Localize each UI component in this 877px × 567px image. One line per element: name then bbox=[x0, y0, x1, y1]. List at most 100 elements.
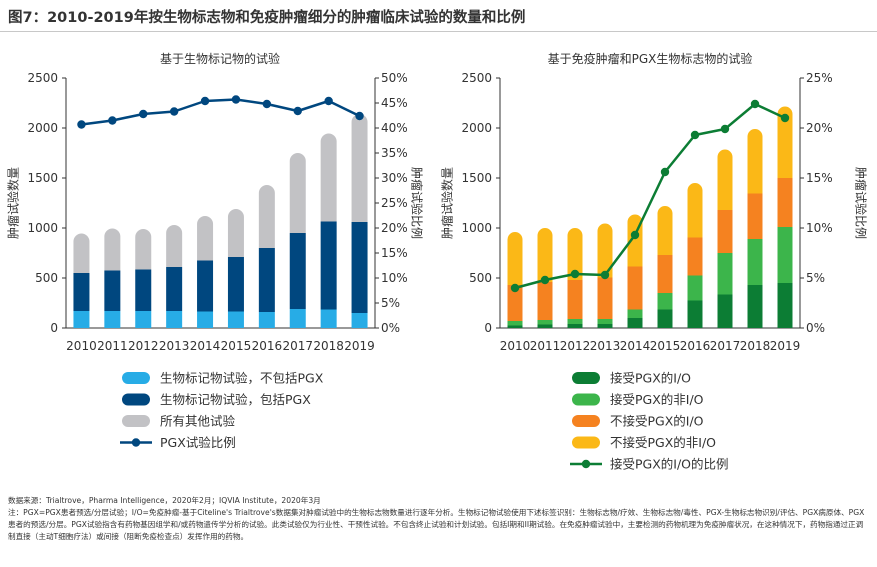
left-bar-segment bbox=[258, 248, 275, 312]
left-y2-tick-label: 20% bbox=[381, 221, 408, 235]
left-y-tick-label: 0 bbox=[50, 321, 58, 335]
right-legend-label: 不接受PGX的I/O bbox=[610, 414, 704, 429]
left-y2-tick-label: 50% bbox=[381, 71, 408, 85]
source-note: 数据来源：Trialtrove，Pharma Intelligence，2020… bbox=[8, 496, 321, 505]
left-legend-label: PGX试验比例 bbox=[160, 435, 236, 450]
left-x-tick-label: 2014 bbox=[190, 339, 221, 353]
right-legend-label: 接受PGX的I/O的比例 bbox=[610, 457, 729, 472]
left-ratio-point bbox=[231, 95, 241, 104]
right-y-tick-label: 2500 bbox=[461, 71, 492, 85]
right-legend-swatch bbox=[572, 372, 600, 384]
right-ratio-point bbox=[780, 113, 790, 123]
left-legend-label: 生物标记物试验，包括PGX bbox=[160, 392, 311, 407]
right-y2-tick-label: 10% bbox=[806, 221, 833, 235]
right-y-tick-label: 1000 bbox=[461, 221, 492, 235]
left-bar-segment bbox=[227, 209, 244, 257]
right-ratio-point bbox=[570, 269, 580, 279]
left-bar-segment bbox=[289, 153, 306, 233]
left-bar-segment bbox=[73, 273, 90, 311]
left-y-tick-label: 2000 bbox=[27, 121, 58, 135]
right-legend-label: 不接受PGX的非I/O bbox=[610, 435, 716, 450]
right-y2-axis-title: 肿瘤试验比例 bbox=[854, 167, 869, 239]
left-legend-swatch bbox=[122, 393, 150, 406]
left-y-axis-title: 肿瘤试验数量 bbox=[6, 167, 21, 239]
left-legend-swatch bbox=[122, 415, 150, 427]
title-divider bbox=[0, 31, 877, 32]
left-y2-tick-label: 10% bbox=[381, 271, 408, 285]
left-bar-segment bbox=[227, 311, 244, 328]
left-x-tick-label: 2011 bbox=[97, 339, 128, 353]
right-bar-segment bbox=[537, 282, 553, 320]
left-bar-segment bbox=[73, 233, 90, 273]
left-bar-segment bbox=[289, 233, 306, 309]
right-y2-tick-label: 25% bbox=[806, 71, 833, 85]
right-x-tick-label: 2012 bbox=[560, 339, 591, 353]
right-x-tick-label: 2015 bbox=[650, 339, 681, 353]
right-bar-segment bbox=[597, 324, 613, 328]
left-x-tick-label: 2012 bbox=[128, 339, 159, 353]
left-y-tick-label: 1500 bbox=[27, 171, 58, 185]
left-bar-segment bbox=[320, 309, 337, 328]
left-bar-segment bbox=[351, 222, 368, 313]
right-bar-segment bbox=[717, 253, 733, 295]
left-bar-segment bbox=[320, 133, 337, 222]
right-bar-segment bbox=[507, 325, 523, 328]
left-y2-tick-label: 0% bbox=[381, 321, 400, 335]
right-ratio-point bbox=[660, 167, 670, 177]
left-bar-segment bbox=[135, 269, 152, 311]
right-legend-swatch bbox=[572, 393, 600, 406]
right-bar-segment bbox=[627, 266, 643, 310]
right-x-tick-label: 2014 bbox=[620, 339, 651, 353]
left-bar-segment bbox=[166, 311, 183, 328]
left-bar-segment bbox=[258, 312, 275, 328]
right-bar-segment bbox=[777, 283, 793, 328]
right-bar-segment bbox=[777, 106, 793, 178]
right-ratio-line bbox=[514, 102, 786, 290]
right-bar-segment bbox=[507, 321, 523, 326]
right-ratio-point bbox=[600, 270, 610, 280]
right-y-axis-title: 肿瘤试验数量 bbox=[440, 167, 455, 239]
left-x-tick-label: 2017 bbox=[282, 339, 313, 353]
right-y2-tick-label: 0% bbox=[806, 321, 825, 335]
left-x-tick-label: 2018 bbox=[313, 339, 344, 353]
left-y2-tick-label: 30% bbox=[381, 171, 408, 185]
right-x-tick-label: 2018 bbox=[740, 339, 771, 353]
left-ratio-point bbox=[262, 99, 272, 109]
right-ratio-point bbox=[750, 99, 760, 109]
left-bar-segment bbox=[289, 309, 306, 328]
right-bar-segment bbox=[597, 223, 613, 278]
right-ratio-point bbox=[540, 275, 550, 285]
left-y2-tick-label: 35% bbox=[381, 146, 408, 160]
right-legend-label: 接受PGX的非I/O bbox=[610, 392, 704, 407]
right-y-tick-label: 1500 bbox=[461, 171, 492, 185]
right-bar-segment bbox=[507, 232, 523, 285]
right-legend-label: 接受PGX的I/O bbox=[610, 371, 691, 386]
left-ratio-point bbox=[324, 96, 333, 106]
right-y-tick-label: 0 bbox=[484, 321, 492, 335]
left-bar-segment bbox=[104, 311, 121, 328]
left-ratio-point bbox=[169, 107, 179, 116]
left-y-tick-label: 1000 bbox=[27, 221, 58, 235]
right-bar-segment bbox=[747, 129, 763, 194]
left-bar-segment bbox=[351, 114, 368, 222]
left-y2-tick-label: 15% bbox=[381, 246, 408, 260]
left-y2-tick-label: 25% bbox=[381, 196, 408, 210]
right-x-tick-label: 2016 bbox=[680, 339, 711, 353]
left-y-tick-label: 2500 bbox=[27, 71, 58, 85]
left-bar-segment bbox=[104, 270, 121, 311]
right-y2-tick-label: 20% bbox=[806, 121, 833, 135]
left-ratio-point bbox=[77, 120, 86, 129]
right-chart-title: 基于免疫肿瘤和PGX生物标志物的试验 bbox=[548, 51, 753, 66]
footnote: 注：PGX=PGX患者预选/分层试验；I/O=免疫肿瘤-基于Citeline's… bbox=[8, 508, 865, 541]
charts-canvas: 基于生物标记物的试验 0 500 1000 1500 2000 2500 0% 5% 10% 15%… bbox=[6, 51, 869, 472]
right-x-tick-label: 2017 bbox=[710, 339, 741, 353]
right-bar-segment bbox=[687, 300, 703, 328]
right-y-tick-label: 2000 bbox=[461, 121, 492, 135]
left-y2-tick-label: 40% bbox=[381, 121, 408, 135]
right-ratio-point bbox=[690, 130, 700, 140]
right-legend-marker bbox=[581, 459, 591, 469]
right-ratio-point bbox=[630, 230, 640, 240]
right-bar-segment bbox=[687, 237, 703, 276]
left-ratio-line bbox=[81, 98, 361, 126]
right-bar-segment bbox=[537, 320, 553, 325]
